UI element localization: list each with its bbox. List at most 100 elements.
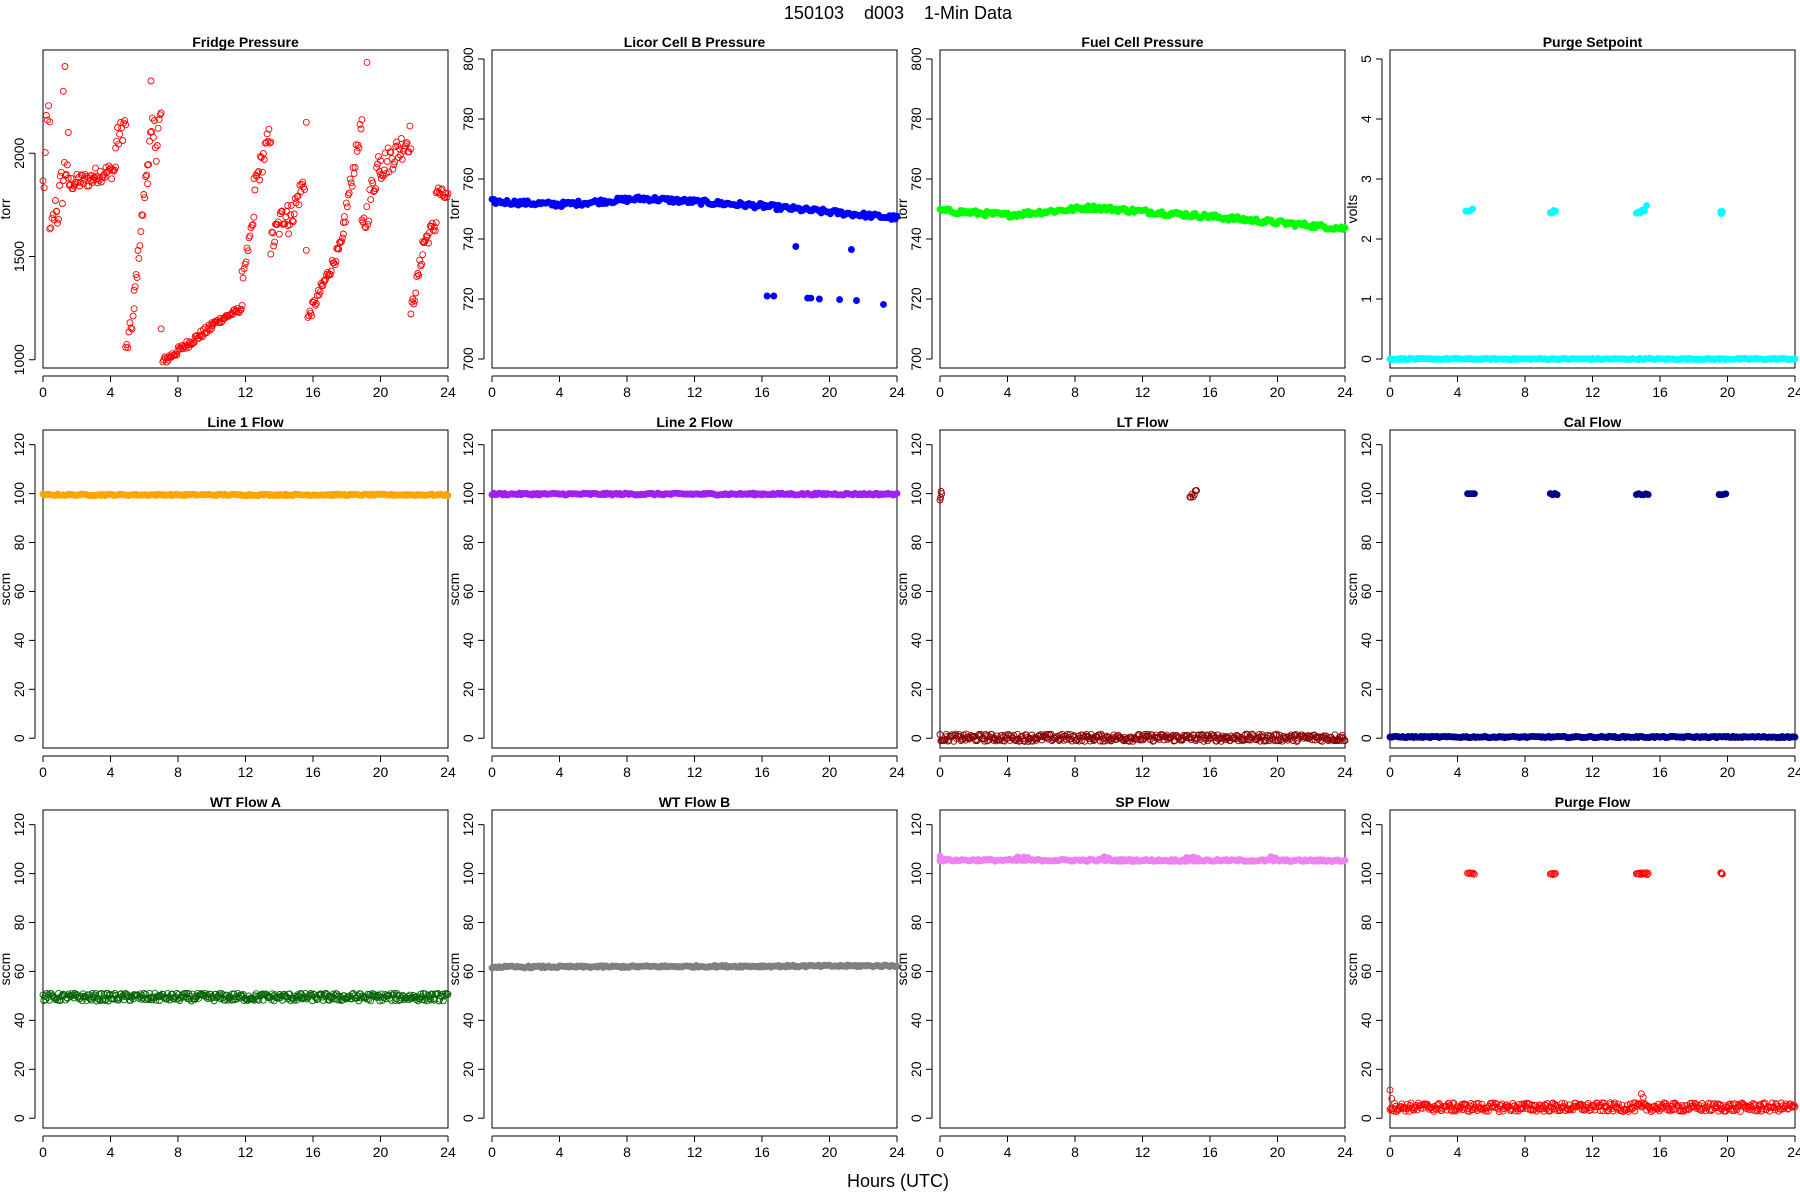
data-point [249,221,257,229]
series-0 [936,202,1349,233]
data-point [358,116,366,124]
data-point [341,218,349,226]
data-point [199,333,206,341]
y-tick-label: 100 [460,482,476,506]
data-point [395,154,402,161]
y-tick-label: 40 [908,1012,924,1028]
data-point [133,274,141,282]
data-point [378,171,386,179]
y-tick-label: 2 [1358,235,1374,243]
data-point [407,310,415,318]
data-point [1791,355,1799,363]
data-point [149,133,157,141]
y-tick-label: 80 [1358,915,1374,931]
data-point [312,300,320,308]
y-axis-label: sccm [0,573,13,606]
y-tick-label: 40 [11,1012,27,1028]
data-point [1341,224,1349,232]
x-tick-label: 24 [1337,1144,1353,1160]
x-tick-label: 4 [556,1144,564,1160]
data-point [130,305,138,313]
data-point [139,211,147,219]
data-point [45,102,53,110]
data-point [410,300,418,308]
data-point [275,230,283,238]
data-point [431,227,439,235]
plot-frame [42,809,449,1129]
x-tick-label: 4 [1004,1144,1012,1160]
data-point [135,254,143,262]
y-tick-label: 40 [1358,632,1374,648]
data-point [397,135,405,142]
data-point [242,258,250,266]
y-tick-label: 1000 [11,344,27,375]
y-tick-label: 100 [908,862,924,886]
x-tick-label: 4 [107,1144,115,1160]
data-point [364,220,372,228]
data-point [154,124,162,132]
y-tick-label: 100 [1358,862,1374,886]
x-tick-label: 8 [1071,1144,1079,1160]
y-tick-label: 100 [11,862,27,886]
data-point [248,221,256,229]
x-tick-label: 20 [1270,1144,1286,1160]
x-tick-label: 20 [373,764,389,780]
panel-10: SP Flow 0 4 8 12 16 20 24 0 20 40 60 80 100 120 sccm [894,794,1353,1160]
x-tick-label: 4 [556,764,564,780]
y-tick-label: 3 [1358,175,1374,183]
x-tick-label: 0 [488,1144,496,1160]
data-point [393,138,401,146]
data-point [101,173,109,181]
data-point [418,260,426,268]
x-tick-label: 16 [754,1144,770,1160]
data-point [183,337,191,345]
y-tick-label: 0 [1358,1114,1374,1122]
y-tick-label: 80 [1358,535,1374,551]
y-tick-label: 60 [11,583,27,599]
data-point [443,193,451,201]
data-point [438,185,446,193]
y-tick-label: 120 [1358,813,1374,837]
data-point [411,297,419,305]
x-tick-label: 20 [822,1144,838,1160]
panel-4: Line 1 Flow 0 4 8 12 16 20 24 0 20 40 60 80 100 120 scc… [0,414,456,780]
data-point [152,157,160,165]
data-point [64,174,72,182]
data-point [1341,856,1349,864]
panel-11: Purge Flow 0 4 8 12 16 20 24 0 20 40 60 80 100 120 sccm [1344,794,1800,1160]
data-point [262,138,270,146]
y-axis-label: torr [0,198,13,219]
data-point [237,305,245,313]
y-tick-label: 20 [908,1061,924,1077]
x-tick-label: 16 [305,764,321,780]
y-axis-label: sccm [446,573,462,606]
data-point [290,210,298,218]
data-point [61,63,69,70]
data-point [1553,491,1561,499]
data-point [110,167,118,175]
data-point [444,190,452,197]
data-point [54,219,61,227]
data-point [1637,1090,1645,1098]
data-point [338,237,345,245]
series-0 [1386,202,1799,364]
y-tick-label: 60 [1358,963,1374,979]
y-tick-label: 740 [908,227,924,251]
data-point [124,344,132,352]
data-point [264,137,272,145]
data-point [148,114,156,122]
data-point [263,130,271,138]
data-point [293,193,301,201]
y-tick-label: 80 [11,535,27,551]
x-tick-label: 20 [1270,764,1286,780]
y-tick-label: 700 [908,347,924,371]
x-tick-label: 16 [754,384,770,400]
y-tick-label: 2000 [11,137,27,168]
x-tick-label: 24 [889,384,905,400]
panel-title: SP Flow [1115,794,1169,810]
y-tick-label: 120 [11,813,27,837]
y-axis-label: torr [894,198,910,219]
x-tick-label: 24 [1337,764,1353,780]
data-point [96,167,104,175]
series-0 [936,487,1349,745]
